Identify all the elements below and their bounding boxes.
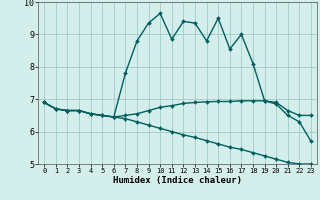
X-axis label: Humidex (Indice chaleur): Humidex (Indice chaleur) [113, 176, 242, 185]
